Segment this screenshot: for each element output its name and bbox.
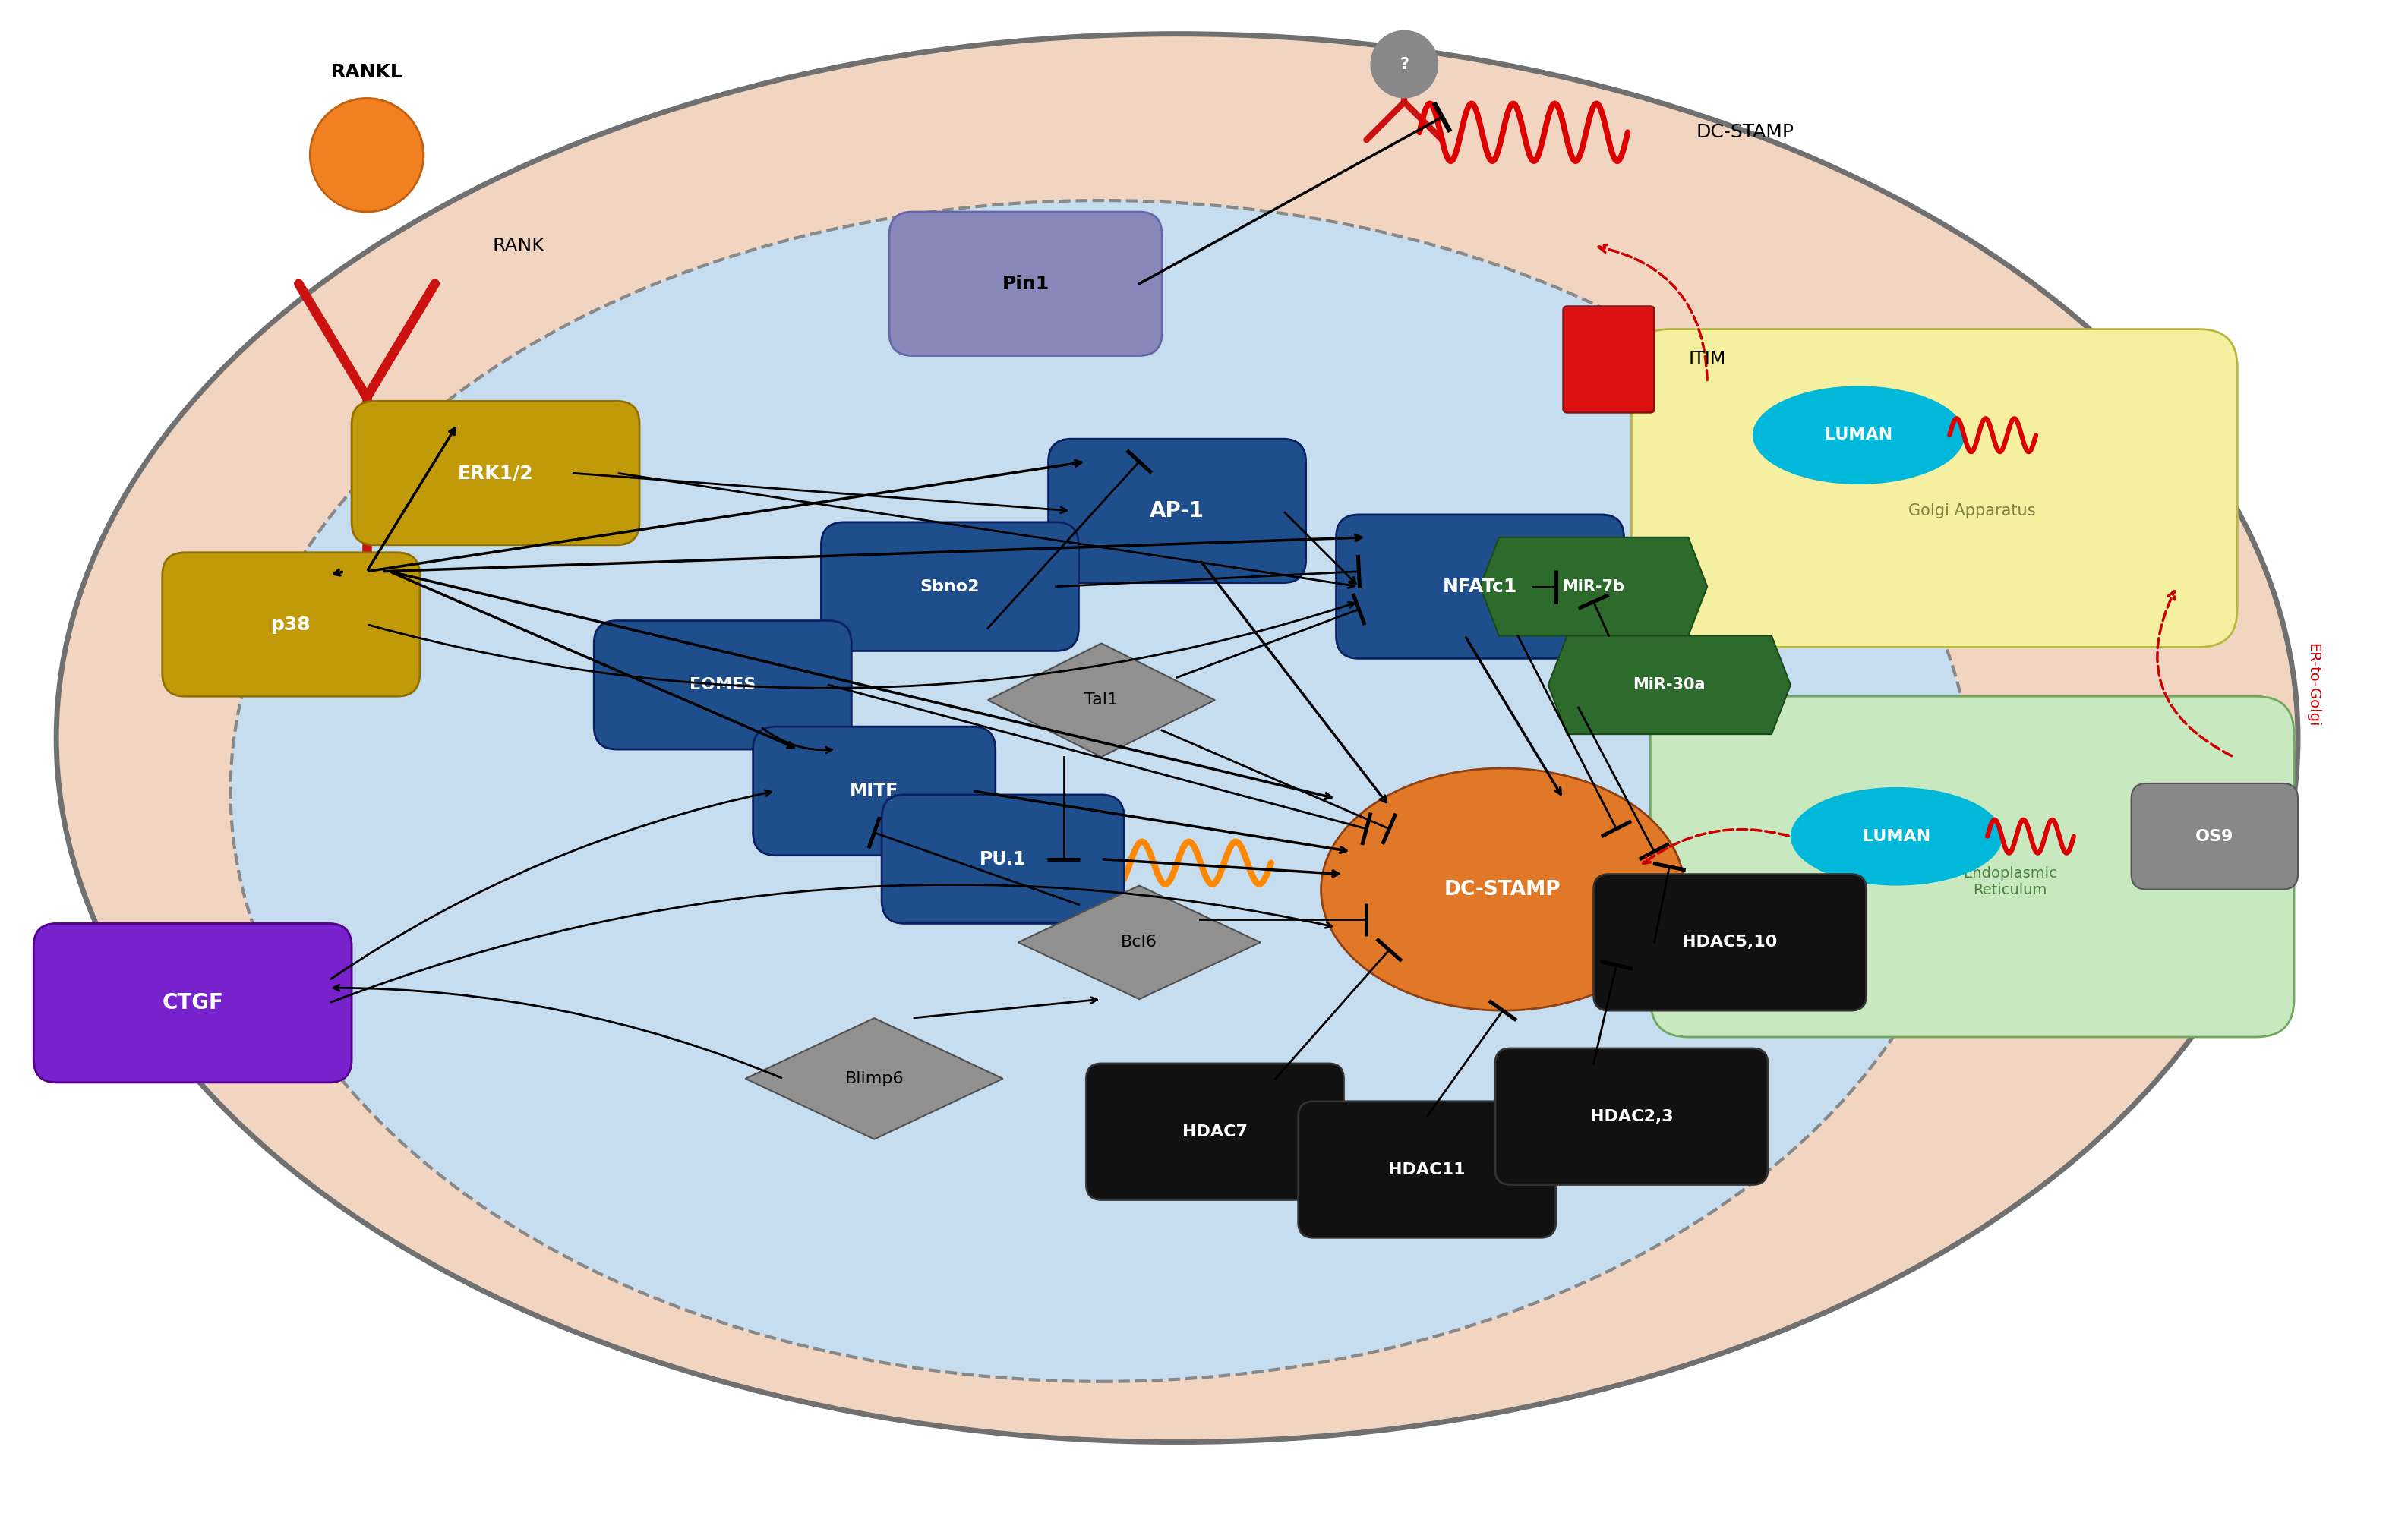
Text: ITIM: ITIM bbox=[1688, 350, 1727, 368]
FancyBboxPatch shape bbox=[595, 620, 852, 749]
Text: RANK: RANK bbox=[491, 236, 544, 255]
Text: CTGF: CTGF bbox=[161, 992, 224, 1013]
Circle shape bbox=[1370, 31, 1438, 98]
Text: LUMAN: LUMAN bbox=[1825, 428, 1893, 442]
FancyBboxPatch shape bbox=[2131, 783, 2297, 889]
FancyBboxPatch shape bbox=[754, 726, 995, 855]
Text: DC-STAMP: DC-STAMP bbox=[1445, 880, 1560, 900]
FancyBboxPatch shape bbox=[352, 401, 641, 545]
Ellipse shape bbox=[1792, 787, 2003, 886]
Polygon shape bbox=[1548, 635, 1792, 734]
Text: HDAC7: HDAC7 bbox=[1182, 1124, 1247, 1139]
Text: HDAC11: HDAC11 bbox=[1389, 1162, 1466, 1177]
Polygon shape bbox=[1019, 886, 1259, 999]
FancyBboxPatch shape bbox=[161, 553, 419, 697]
Text: NFATc1: NFATc1 bbox=[1442, 577, 1517, 596]
Text: Sbno2: Sbno2 bbox=[920, 579, 980, 594]
FancyBboxPatch shape bbox=[1298, 1102, 1556, 1237]
Polygon shape bbox=[987, 643, 1216, 757]
Polygon shape bbox=[746, 1018, 1004, 1139]
FancyBboxPatch shape bbox=[1594, 875, 1866, 1010]
Text: Golgi Apparatus: Golgi Apparatus bbox=[1910, 503, 2035, 519]
FancyBboxPatch shape bbox=[881, 795, 1125, 924]
Ellipse shape bbox=[55, 34, 2297, 1441]
Text: p38: p38 bbox=[272, 616, 311, 634]
FancyBboxPatch shape bbox=[1563, 307, 1654, 413]
FancyBboxPatch shape bbox=[1649, 697, 2295, 1038]
Text: MITF: MITF bbox=[850, 781, 898, 800]
Text: AP-1: AP-1 bbox=[1149, 500, 1204, 522]
FancyBboxPatch shape bbox=[821, 522, 1079, 651]
Text: ERK1/2: ERK1/2 bbox=[458, 464, 535, 482]
Text: EOMES: EOMES bbox=[689, 677, 756, 692]
FancyBboxPatch shape bbox=[1336, 514, 1623, 659]
Text: ?: ? bbox=[1399, 57, 1409, 72]
Text: MiR-30a: MiR-30a bbox=[1633, 677, 1705, 692]
Text: Tal1: Tal1 bbox=[1084, 692, 1117, 708]
Text: MiR-7b: MiR-7b bbox=[1563, 579, 1625, 594]
Text: RANKL: RANKL bbox=[330, 63, 402, 81]
Text: ER-to-Golgi: ER-to-Golgi bbox=[2307, 643, 2321, 728]
FancyBboxPatch shape bbox=[34, 924, 352, 1082]
Text: Pin1: Pin1 bbox=[1002, 275, 1050, 293]
Text: LUMAN: LUMAN bbox=[1864, 829, 1931, 844]
Text: Bcl6: Bcl6 bbox=[1122, 935, 1158, 950]
Text: HDAC2,3: HDAC2,3 bbox=[1589, 1108, 1674, 1124]
Text: OS9: OS9 bbox=[2196, 829, 2235, 844]
Polygon shape bbox=[1481, 537, 1707, 635]
Text: Blimp6: Blimp6 bbox=[845, 1071, 903, 1087]
Circle shape bbox=[311, 98, 424, 212]
Text: Endoplasmic
Reticulum: Endoplasmic Reticulum bbox=[1963, 866, 2056, 898]
FancyBboxPatch shape bbox=[889, 212, 1163, 356]
FancyBboxPatch shape bbox=[1086, 1064, 1344, 1200]
Text: DC-STAMP: DC-STAMP bbox=[1695, 123, 1794, 141]
Ellipse shape bbox=[231, 201, 1972, 1382]
FancyBboxPatch shape bbox=[1495, 1048, 1767, 1185]
Text: HDAC5,10: HDAC5,10 bbox=[1683, 935, 1777, 950]
FancyBboxPatch shape bbox=[1633, 328, 2237, 648]
Text: PU.1: PU.1 bbox=[980, 850, 1026, 869]
Ellipse shape bbox=[1322, 768, 1686, 1010]
FancyBboxPatch shape bbox=[1047, 439, 1305, 583]
Ellipse shape bbox=[1753, 385, 1965, 485]
